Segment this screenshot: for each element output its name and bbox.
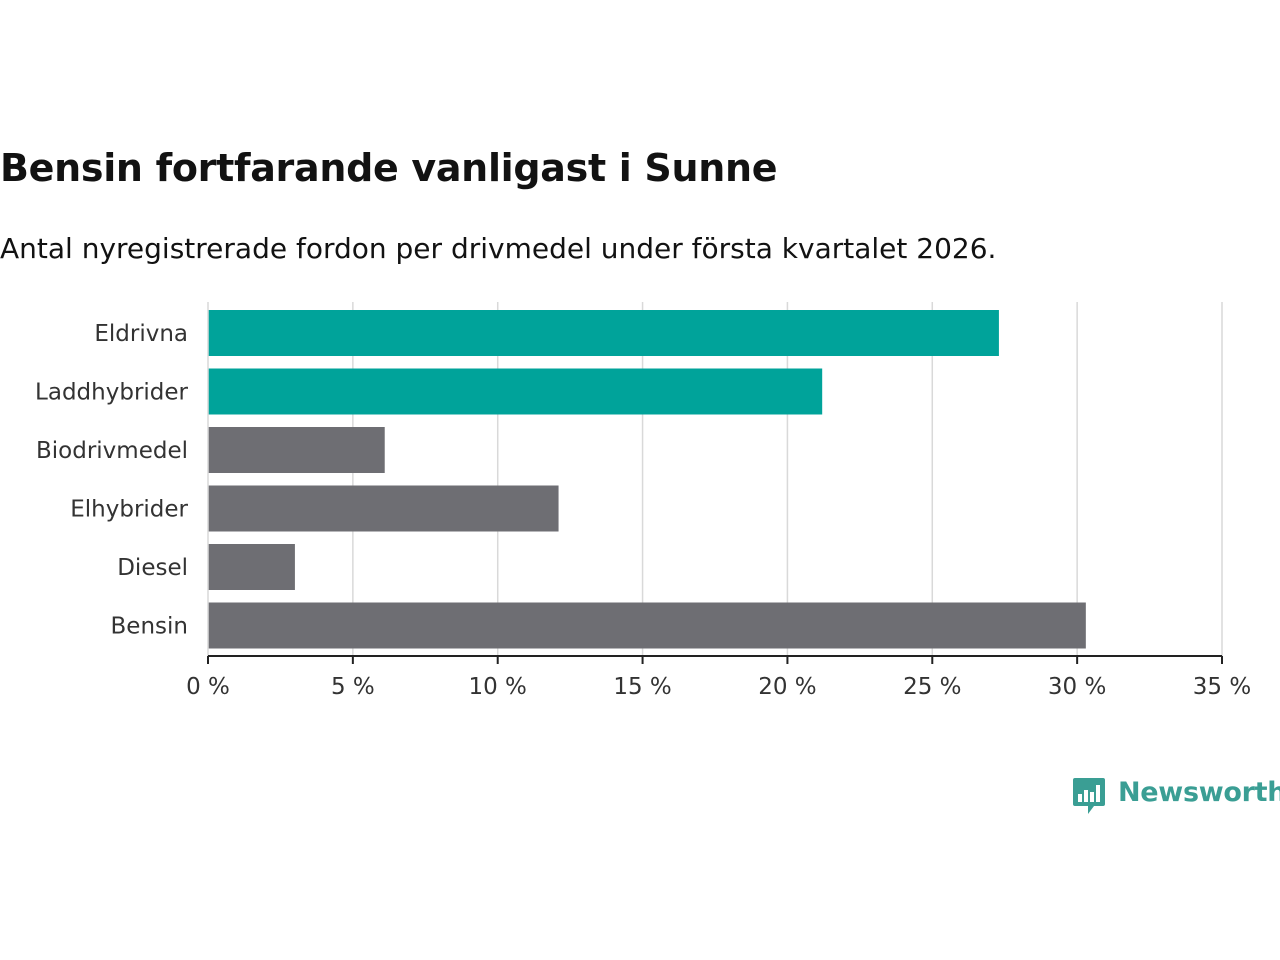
bar-diesel: [208, 544, 295, 590]
bar-bensin: [208, 602, 1086, 649]
category-label: Elhybrider: [70, 497, 188, 523]
category-label: Diesel: [117, 555, 188, 581]
logo-bar-4: [1096, 785, 1100, 802]
logo-bar-1: [1078, 794, 1082, 802]
logo-speech-bubble: [1073, 778, 1105, 814]
chart-subtitle: Antal nyregistrerade fordon per drivmede…: [0, 232, 997, 265]
newsworthy-logo: Newsworthy: [1072, 776, 1280, 820]
bar-chart: Eldrivna Laddhybrider Biodrivmedel Elhybrid…: [35, 302, 1251, 700]
x-tick-label: 10 %: [468, 674, 526, 700]
x-tick-label: 30 %: [1048, 674, 1106, 700]
x-tick-label: 20 %: [758, 674, 816, 700]
bar-laddhybrider: [208, 368, 823, 415]
logo-bar-3: [1090, 792, 1094, 802]
category-label: Laddhybrider: [35, 380, 188, 406]
x-tick-label: 0 %: [186, 674, 230, 700]
x-tick-label: 25 %: [903, 674, 961, 700]
bar-biodrivmedel: [208, 427, 385, 473]
logo-bar-2: [1084, 790, 1088, 802]
x-tick-label: 5 %: [331, 674, 375, 700]
x-tick-label: 35 %: [1193, 674, 1251, 700]
category-label: Biodrivmedel: [36, 438, 188, 464]
category-label: Eldrivna: [94, 321, 188, 347]
chart-title: Bensin fortfarande vanligast i Sunne: [0, 146, 778, 190]
bar-elhybrider: [208, 485, 559, 532]
newsworthy-logo-icon: [1073, 778, 1105, 814]
x-tick-label: 15 %: [613, 674, 671, 700]
category-label: Bensin: [111, 614, 188, 640]
bar-eldrivna: [208, 310, 999, 356]
logo-text: Newsworthy: [1118, 777, 1280, 808]
